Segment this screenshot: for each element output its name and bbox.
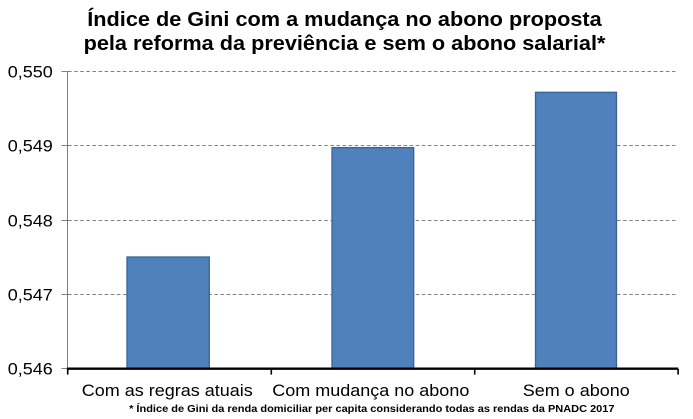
svg-text:0,550: 0,550 bbox=[8, 62, 53, 81]
svg-text:pela reforma da previência e s: pela reforma da previência e sem o abono… bbox=[84, 32, 607, 54]
svg-text:0,549: 0,549 bbox=[8, 136, 53, 155]
svg-text:0,548: 0,548 bbox=[8, 211, 53, 230]
svg-text:Sem o abono: Sem o abono bbox=[523, 380, 630, 399]
svg-text:0,546: 0,546 bbox=[8, 359, 53, 378]
svg-text:* Índice de Gini da renda domi: * Índice de Gini da renda domiciliar per… bbox=[129, 402, 615, 415]
svg-text:Com as regras atuais: Com as regras atuais bbox=[82, 380, 253, 399]
svg-text:Com mudança no abono: Com mudança no abono bbox=[272, 380, 469, 399]
svg-text:0,547: 0,547 bbox=[8, 285, 53, 304]
svg-text:Índice de Gini com a mudança n: Índice de Gini com a mudança no abono pr… bbox=[87, 9, 602, 31]
